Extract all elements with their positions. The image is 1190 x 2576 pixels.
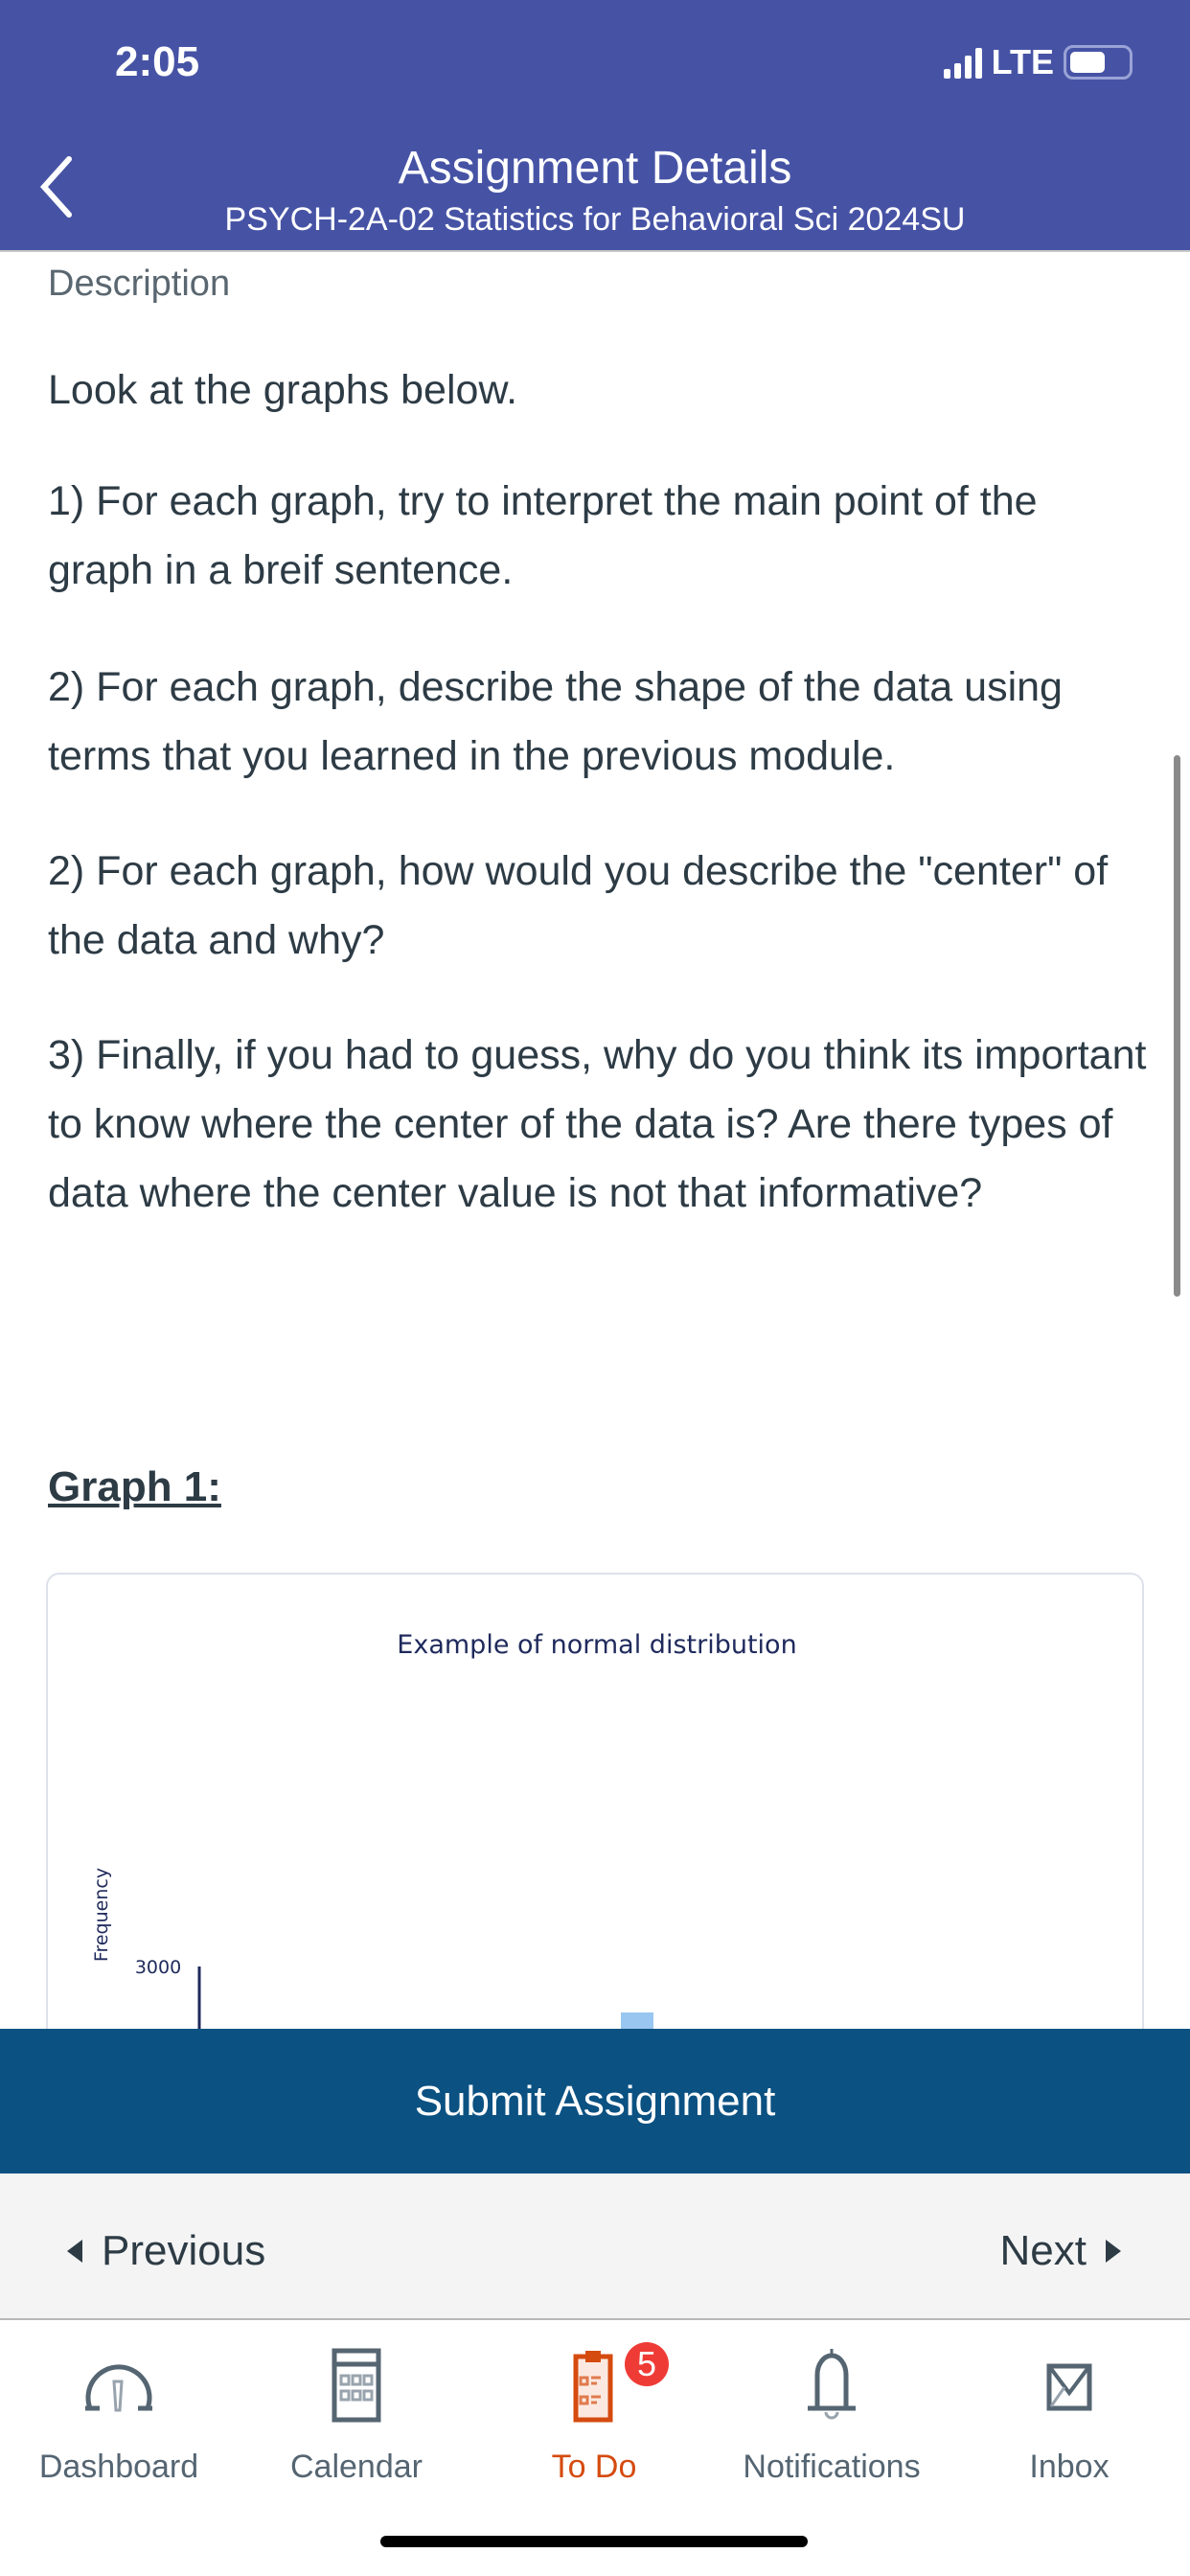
previous-button[interactable]: Previous <box>67 2227 265 2275</box>
pager-bar: Previous Next <box>0 2174 1190 2320</box>
page-title: Assignment Details <box>398 143 792 194</box>
next-label: Next <box>999 2227 1087 2274</box>
chart-card: Example of normal distribution Frequency… <box>46 1573 1144 2029</box>
next-button[interactable]: Next <box>1000 2227 1121 2275</box>
calendar-icon <box>332 2348 381 2423</box>
envelope-icon <box>1046 2363 1092 2411</box>
submit-assignment-button[interactable]: Submit Assignment <box>0 2029 1190 2174</box>
paragraph: Look at the graphs below. <box>48 367 518 413</box>
tab-label: Calendar <box>290 2449 423 2485</box>
triangle-right-icon <box>1106 2240 1121 2263</box>
bar <box>621 2012 653 2029</box>
paragraph: 3) Finally, if you had to guess, why do … <box>48 1032 1147 1216</box>
status-indicators: LTE <box>943 42 1133 82</box>
todo-count-badge: 5 <box>625 2342 669 2386</box>
triangle-left-icon <box>67 2240 82 2263</box>
app-header: 2:05 LTE Assignment Details PSYCH-2A-02 … <box>0 0 1190 252</box>
home-indicator <box>380 2536 808 2547</box>
assignment-content: Description Look at the graphs below. 1)… <box>0 254 1190 2029</box>
tab-label: Dashboard <box>38 2449 199 2485</box>
chevron-left-icon[interactable] <box>36 153 84 220</box>
course-subtitle: PSYCH-2A-02 Statistics for Behavioral Sc… <box>224 201 966 238</box>
chart-title: Example of normal distribution <box>397 1630 796 1660</box>
paragraph: 2) For each graph, describe the shape of… <box>48 664 1063 779</box>
tab-calendar[interactable]: Calendar <box>241 2341 471 2486</box>
network-label: LTE <box>991 42 1054 81</box>
clipboard-todo-icon <box>573 2351 613 2423</box>
scrollbar[interactable] <box>1174 755 1180 1297</box>
paragraph: 1) For each graph, try to interpret the … <box>48 478 1038 593</box>
graph-heading: Graph 1: <box>48 1463 221 1510</box>
tab-label: Inbox <box>1029 2449 1110 2485</box>
y-axis-label: Frequency <box>91 1868 112 1962</box>
battery-icon <box>1064 45 1133 80</box>
tab-bar: Dashboard Calendar To Do Notifications I… <box>0 2322 1190 2576</box>
tab-label: Notifications <box>743 2449 921 2485</box>
bell-icon <box>808 2349 856 2420</box>
bar-chart: Example of normal distribution Frequency… <box>91 1630 797 2029</box>
tab-notifications[interactable]: Notifications <box>717 2341 947 2486</box>
status-time: 2:05 <box>115 38 200 85</box>
signal-icon <box>943 46 982 79</box>
tab-inbox[interactable]: Inbox <box>954 2341 1184 2486</box>
paragraph: 2) For each graph, how would you describ… <box>48 848 1109 963</box>
tab-to-do[interactable]: To Do <box>479 2341 709 2486</box>
dashboard-gauge-icon <box>85 2364 152 2412</box>
tab-label: To Do <box>551 2449 637 2485</box>
tab-dashboard[interactable]: Dashboard <box>4 2341 234 2486</box>
previous-label: Previous <box>102 2227 266 2274</box>
description-label: Description <box>48 264 231 304</box>
y-tick-label: 3000 <box>135 1957 181 1978</box>
